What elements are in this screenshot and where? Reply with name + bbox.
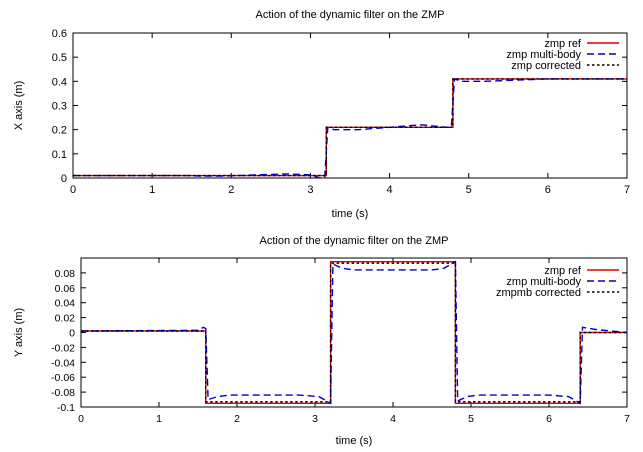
y-tick-label: 0 <box>69 328 75 340</box>
series-line-zmp-multi-body <box>81 260 627 405</box>
x-tick-label: 5 <box>468 413 474 425</box>
chart-y-axis: Action of the dynamic filter on the ZMP 0… <box>13 235 630 447</box>
y-tick-label: 0.2 <box>52 125 67 137</box>
legend-label: zmp multi-body <box>506 49 581 61</box>
y-tick-label: 0.06 <box>55 283 76 295</box>
y-tick-label: 0.4 <box>52 76 67 88</box>
x-tick-label: 3 <box>307 184 313 196</box>
y-tick-label: 0 <box>61 173 67 185</box>
legend-label: zmp corrected <box>511 60 581 72</box>
y-tick-label: -0.04 <box>51 357 75 369</box>
y-tick-label: 0.3 <box>52 101 67 113</box>
series-line-zmpmb-corrected <box>81 262 627 403</box>
legend-label: zmp ref <box>544 38 582 50</box>
x-tick-label: 6 <box>545 184 551 196</box>
x-tick-label: 4 <box>387 184 393 196</box>
series-line-zmp-multi-body <box>73 77 627 178</box>
x-tick-label: 4 <box>390 413 396 425</box>
x-axis-label: time (s) <box>336 435 373 447</box>
chart-x-axis: Action of the dynamic filter on the ZMP 0… <box>13 9 630 220</box>
x-tick-label: 2 <box>228 184 234 196</box>
x-tick-label: 0 <box>70 184 76 196</box>
x-tick-label: 0 <box>78 413 84 425</box>
y-tick-label: -0.1 <box>57 402 75 414</box>
y-tick-label: 0.6 <box>52 28 67 40</box>
y-tick-label: 0.04 <box>55 298 76 310</box>
legend-label: zmp ref <box>544 265 582 277</box>
series-line-zmp-corrected <box>73 78 627 177</box>
chart-title: Action of the dynamic filter on the ZMP <box>256 9 445 21</box>
y-axis-label: X axis (m) <box>13 81 25 131</box>
y-tick-label: -0.06 <box>51 372 75 384</box>
x-tick-label: 1 <box>156 413 162 425</box>
y-tick-label: 0.5 <box>52 52 67 64</box>
x-axis-label: time (s) <box>332 208 369 220</box>
y-tick-label: -0.02 <box>51 342 75 354</box>
x-tick-label: 7 <box>624 413 630 425</box>
y-tick-label: 0.1 <box>52 149 67 161</box>
y-tick-label: -0.08 <box>51 387 75 399</box>
x-tick-label: 3 <box>312 413 318 425</box>
legend-label: zmp multi-body <box>506 276 581 288</box>
x-tick-label: 6 <box>546 413 552 425</box>
x-tick-label: 5 <box>466 184 472 196</box>
y-tick-label: 0.02 <box>55 313 76 325</box>
legend-label: zmpmb corrected <box>496 287 581 299</box>
y-axis-label: Y axis (m) <box>13 308 25 357</box>
y-tick-label: 0.08 <box>55 268 76 280</box>
x-tick-label: 7 <box>624 184 630 196</box>
x-tick-label: 2 <box>234 413 240 425</box>
chart-title: Action of the dynamic filter on the ZMP <box>260 235 449 247</box>
x-tick-label: 1 <box>149 184 155 196</box>
